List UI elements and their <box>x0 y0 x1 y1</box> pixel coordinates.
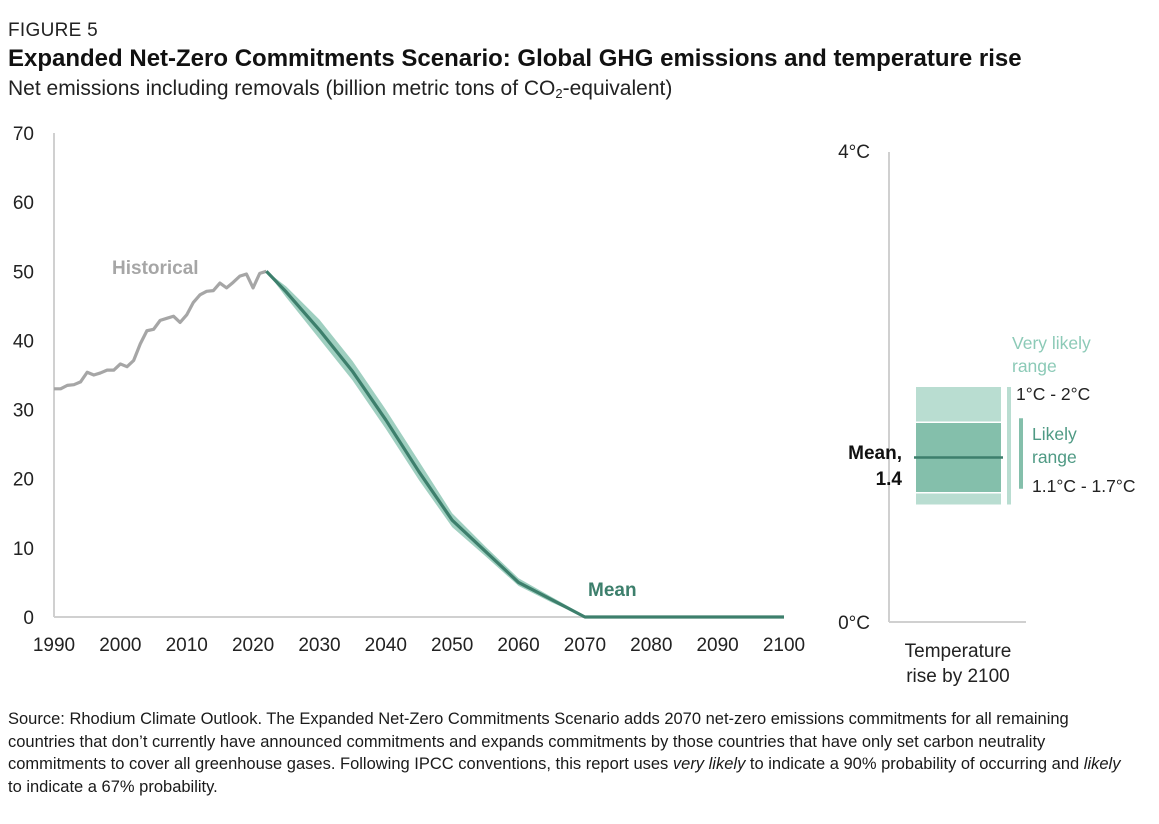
source-part: very likely <box>672 755 746 773</box>
likely-label: Likely <box>1032 424 1077 444</box>
y-tick-label: 50 <box>13 262 34 283</box>
mean-label: Mean, <box>848 443 902 464</box>
y-tick-label: 20 <box>13 470 34 491</box>
y-tick-label: 30 <box>13 401 34 422</box>
mean-series-label: Mean <box>588 580 637 601</box>
x-tick-label: 2010 <box>166 635 208 656</box>
temperature-chart: 4°C 0°C Mean, 1.4 Very likely range 1°C - 2°C L… <box>838 142 1135 687</box>
very-likely-value: 1°C - 2°C <box>1016 384 1090 404</box>
temp-tick-top: 4°C <box>838 142 870 163</box>
source-part: Source: Rhodium Climate Outlook. The Exp… <box>8 710 1069 773</box>
x-tick-label: 2070 <box>564 635 606 656</box>
x-tick-label: 2050 <box>431 635 473 656</box>
likely-value: 1.1°C - 1.7°C <box>1032 476 1135 496</box>
x-tick-label: 2020 <box>232 635 274 656</box>
subtitle-subscript: 2 <box>555 86 563 101</box>
source-part: likely <box>1083 755 1121 773</box>
very-likely-label: Very likely <box>1012 333 1091 353</box>
historical-line <box>54 269 267 391</box>
x-tick-label: 2090 <box>696 635 738 656</box>
temp-tick-bottom: 0°C <box>838 613 870 634</box>
x-tick-label: 2030 <box>298 635 340 656</box>
source-note: Source: Rhodium Climate Outlook. The Exp… <box>8 708 1128 798</box>
likely-label-2: range <box>1032 447 1077 467</box>
chart-title: Expanded Net-Zero Commitments Scenario: … <box>8 45 1022 72</box>
temp-x-label: Temperature <box>905 641 1012 662</box>
x-tick-label: 1990 <box>33 635 75 656</box>
source-part: to indicate a 67% probability. <box>8 777 218 796</box>
very-likely-bracket <box>1007 387 1011 505</box>
x-tick-label: 2000 <box>99 635 141 656</box>
mean-line <box>265 270 784 619</box>
y-tick-label: 0 <box>23 608 34 629</box>
mean-value-label: 1.4 <box>876 469 903 490</box>
subtitle-text: Net emissions including removals (billio… <box>8 77 556 100</box>
source-part: to indicate a 90% probability of occurri… <box>745 755 1084 773</box>
y-tick-label: 70 <box>13 124 34 145</box>
temp-x-label-2: rise by 2100 <box>906 666 1010 687</box>
x-tick-label: 2100 <box>763 635 805 656</box>
figure-label: FIGURE 5 <box>8 20 99 41</box>
y-tick-label: 10 <box>13 539 34 560</box>
x-tick-label: 2060 <box>497 635 539 656</box>
very-likely-label-2: range <box>1012 356 1057 376</box>
historical-series-label: Historical <box>112 258 199 279</box>
x-tick-label: 2080 <box>630 635 672 656</box>
likely-bracket <box>1019 418 1023 489</box>
x-tick-label: 2040 <box>365 635 407 656</box>
chart-subtitle: Net emissions including removals (billio… <box>8 77 672 101</box>
y-tick-label: 40 <box>13 331 34 352</box>
uncertainty-band <box>266 271 585 617</box>
y-tick-label: 60 <box>13 193 34 214</box>
subtitle-text-end: -equivalent) <box>562 77 673 100</box>
